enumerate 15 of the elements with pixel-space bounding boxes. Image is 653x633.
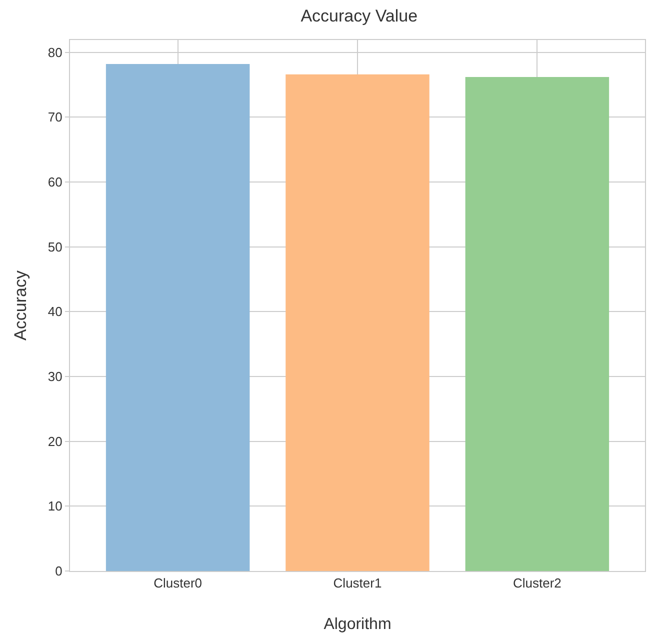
y-tick-label: 0 [55,564,62,579]
x-axis-title: Algorithm [324,616,392,633]
y-tick-label: 80 [48,44,62,60]
y-tick-label: 60 [48,174,62,190]
y-axis-title: Accuracy [11,270,30,340]
y-tick-label: 30 [48,369,62,384]
x-tick-label: Cluster0 [154,576,202,591]
x-tick-label: Cluster1 [333,576,382,591]
chart-title: Accuracy Value [300,6,418,26]
y-tick-label: 40 [48,304,62,320]
y-tick-label: 20 [48,434,62,449]
y-tick-label: 50 [48,239,62,254]
y-tick-label: 10 [48,498,62,514]
x-tick-label: Cluster2 [512,576,562,591]
y-tick-label: 70 [48,110,62,125]
